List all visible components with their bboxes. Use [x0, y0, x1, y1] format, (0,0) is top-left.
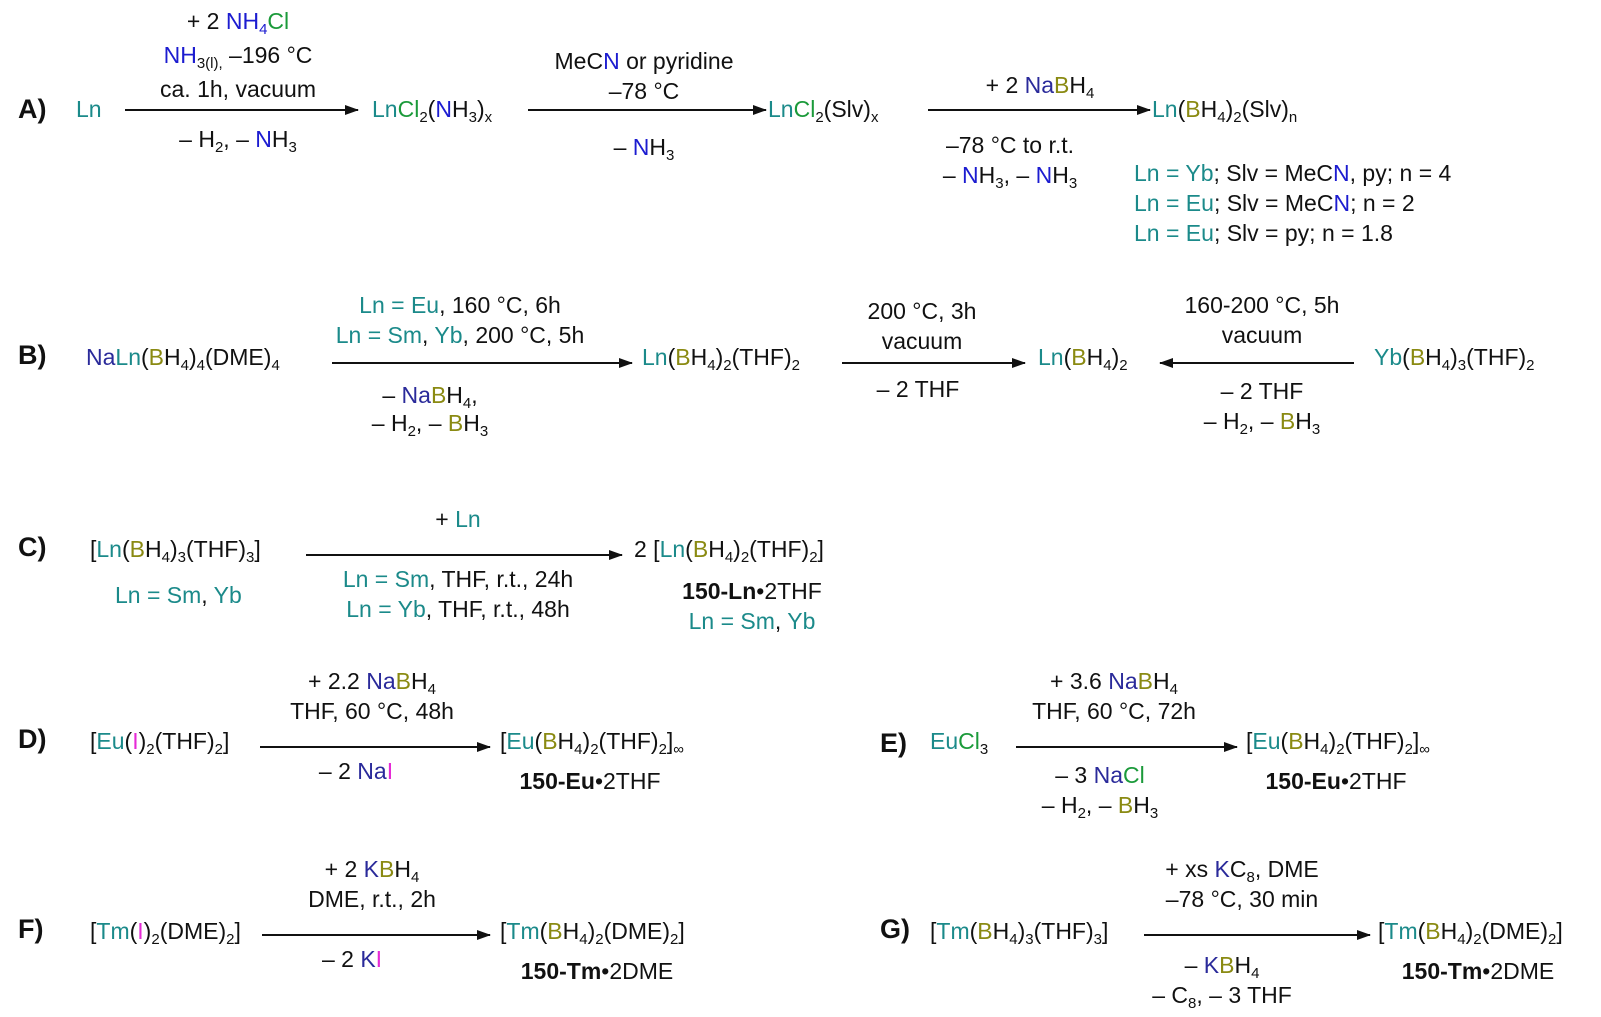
scheme-D-byproduct: – 2 NaI — [318, 758, 394, 784]
scheme-G-reagent: + xs KC8, DME — [1165, 856, 1319, 886]
scheme-B-byproduct-3a: – 2 THF — [1220, 378, 1304, 404]
scheme-B-byproduct-2: – 2 THF — [876, 376, 960, 402]
scheme-A-solvent: NH3(l), –196 °C — [163, 42, 313, 72]
scheme-G-product-name: 150-Tm•2DME — [1401, 958, 1555, 984]
scheme-B-temp-2: 200 °C, 3h — [867, 298, 977, 324]
scheme-F-product-name: 150-Tm•2DME — [520, 958, 674, 984]
scheme-B-condition-2: Ln = Sm, Yb, 200 °C, 5h — [335, 322, 585, 348]
scheme-A-temp-3: –78 °C to r.t. — [945, 132, 1075, 158]
scheme-F-start: [Tm(I)2(DME)2] — [90, 918, 241, 948]
scheme-A-condition-2: Ln = Eu; Slv = MeCN; n = 2 — [1134, 190, 1415, 216]
scheme-B-vacuum-2: vacuum — [881, 328, 963, 354]
scheme-A-intermediate-2: LnCl2(Slv)x — [768, 96, 879, 126]
scheme-B-temp-3: 160-200 °C, 5h — [1184, 292, 1340, 318]
scheme-B-start: NaLn(BH4)4(DME)4 — [86, 344, 280, 374]
scheme-F-reagent: + 2 KBH4 — [324, 856, 420, 886]
scheme-D-conditions: THF, 60 °C, 48h — [290, 698, 454, 724]
scheme-D-product-name: 150-Eu•2THF — [519, 768, 661, 794]
scheme-B-byproduct-1a: – NaBH4, — [382, 382, 478, 412]
scheme-A-solvent-2: MeCN or pyridine — [554, 48, 734, 74]
scheme-A-reagent: + 2 NH4Cl — [186, 8, 290, 38]
scheme-A-condition-3: Ln = Eu; Slv = py; n = 1.8 — [1134, 220, 1393, 246]
scheme-E-product-name: 150-Eu•2THF — [1265, 768, 1407, 794]
scheme-E-reagent: + 3.6 NaBH4 — [1050, 668, 1178, 698]
scheme-A-condition-1: Ln = Yb; Slv = MeCN, py; n = 4 — [1134, 160, 1452, 186]
scheme-B-intermediate: Ln(BH4)2(THF)2 — [642, 344, 800, 374]
scheme-E-byproduct-2: – H2, – BH3 — [1041, 792, 1159, 822]
scheme-A-byproduct-1: – H2, – NH3 — [179, 126, 297, 156]
scheme-label-C: C) — [18, 532, 47, 562]
scheme-label-G: G) — [880, 914, 910, 944]
scheme-E-conditions: THF, 60 °C, 72h — [1032, 698, 1196, 724]
scheme-C-product: 2 [Ln(BH4)2(THF)2] — [634, 536, 824, 566]
scheme-label-E: E) — [880, 728, 907, 758]
scheme-A-reagent-3: + 2 NaBH4 — [985, 72, 1095, 102]
scheme-label-A: A) — [18, 94, 47, 124]
scheme-B-condition-1: Ln = Eu, 160 °C, 6h — [359, 292, 561, 318]
scheme-D-start: [Eu(I)2(THF)2] — [90, 728, 230, 758]
scheme-C-reagent: + Ln — [435, 506, 481, 532]
scheme-C-start-condition: Ln = Sm, Yb — [115, 582, 242, 608]
scheme-A-start: Ln — [76, 96, 102, 122]
scheme-A-intermediate-1: LnCl2(NH3)x — [372, 96, 493, 126]
scheme-label-F: F) — [18, 914, 44, 944]
scheme-C-condition-1: Ln = Sm, THF, r.t., 24h — [342, 566, 574, 592]
scheme-D-product: [Eu(BH4)2(THF)2]∞ — [500, 728, 684, 758]
scheme-A-time: ca. 1h, vacuum — [160, 76, 316, 102]
scheme-E-start: EuCl3 — [930, 728, 989, 758]
scheme-D-reagent: + 2.2 NaBH4 — [308, 668, 436, 698]
scheme-F-byproduct: – 2 KI — [321, 946, 383, 972]
scheme-F-conditions: DME, r.t., 2h — [308, 886, 436, 912]
scheme-A-product: Ln(BH4)2(Slv)n — [1152, 96, 1298, 126]
scheme-F-product: [Tm(BH4)2(DME)2] — [500, 918, 685, 948]
scheme-B-product: Ln(BH4)2 — [1038, 344, 1128, 374]
scheme-G-conditions: –78 °C, 30 min — [1165, 886, 1319, 912]
scheme-B-byproduct-1b: – H2, – BH3 — [371, 410, 489, 440]
scheme-B-vacuum-3: vacuum — [1221, 322, 1303, 348]
scheme-C-product-name: 150-Ln•2THF — [682, 578, 822, 604]
scheme-A-byproduct-2: – NH3 — [613, 134, 675, 164]
scheme-C-start: [Ln(BH4)3(THF)3] — [90, 536, 261, 566]
scheme-G-start: [Tm(BH4)3(THF)3] — [930, 918, 1109, 948]
scheme-G-byproduct-2: – C8, – 3 THF — [1152, 982, 1292, 1012]
scheme-A-byproduct-3: – NH3, – NH3 — [942, 162, 1078, 192]
scheme-A-temp-2: –78 °C — [608, 78, 680, 104]
scheme-label-D: D) — [18, 724, 47, 754]
scheme-E-byproduct-1: – 3 NaCl — [1055, 762, 1145, 788]
scheme-label-B: B) — [18, 340, 47, 370]
scheme-G-product: [Tm(BH4)2(DME)2] — [1378, 918, 1563, 948]
scheme-C-product-condition: Ln = Sm, Yb — [688, 608, 816, 634]
scheme-E-product: [Eu(BH4)2(THF)2]∞ — [1246, 728, 1430, 758]
scheme-C-condition-2: Ln = Yb, THF, r.t., 48h — [346, 596, 570, 622]
scheme-G-byproduct-1: – KBH4 — [1184, 952, 1260, 982]
scheme-B-right-start: Yb(BH4)3(THF)2 — [1374, 344, 1535, 374]
scheme-B-byproduct-3b: – H2, – BH3 — [1203, 408, 1321, 438]
